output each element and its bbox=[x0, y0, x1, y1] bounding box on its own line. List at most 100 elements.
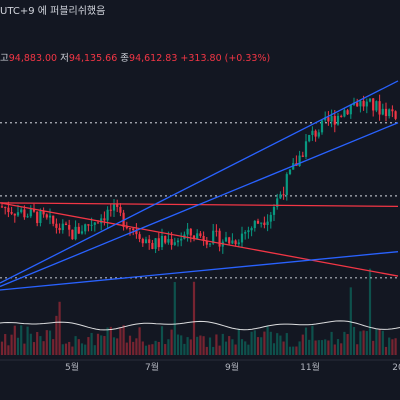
volume-bar bbox=[327, 340, 330, 355]
candle-body bbox=[4, 207, 7, 209]
volume-bar bbox=[68, 341, 71, 355]
candle-body bbox=[256, 220, 260, 224]
candle-body bbox=[224, 237, 228, 242]
volume-bar bbox=[132, 341, 135, 355]
candle-body bbox=[42, 210, 45, 215]
candle-body bbox=[64, 223, 68, 225]
volume-bar bbox=[7, 345, 10, 355]
candle-body bbox=[394, 111, 397, 119]
candle-body bbox=[388, 109, 391, 117]
volume-bar bbox=[224, 341, 228, 355]
volume-bar bbox=[311, 325, 314, 355]
candle-body bbox=[285, 174, 288, 196]
candle-body bbox=[218, 230, 221, 247]
candle-body bbox=[119, 206, 122, 213]
candle-body bbox=[384, 108, 388, 117]
volume-bar bbox=[384, 346, 388, 355]
volume-bar bbox=[32, 342, 36, 355]
candle-body bbox=[112, 203, 116, 211]
candle-body bbox=[304, 141, 308, 157]
candle-body bbox=[378, 101, 381, 115]
volume-bar bbox=[42, 341, 45, 355]
volume-bar bbox=[228, 336, 231, 355]
candle-body bbox=[7, 207, 10, 213]
volume-bar bbox=[372, 340, 375, 355]
candle-body bbox=[365, 101, 368, 107]
candle-body bbox=[301, 155, 304, 157]
volume-bar bbox=[183, 343, 186, 355]
volume-bar bbox=[52, 339, 55, 355]
candle-body bbox=[311, 130, 314, 135]
candle-body bbox=[128, 228, 132, 230]
trendline bbox=[0, 122, 399, 288]
volume-bar bbox=[26, 326, 29, 355]
volume-bar bbox=[381, 330, 384, 355]
volume-bar bbox=[48, 330, 52, 355]
volume-bar bbox=[96, 333, 100, 355]
volume-bar bbox=[141, 341, 144, 355]
volume-bar bbox=[237, 329, 240, 355]
volume-bar bbox=[16, 337, 20, 355]
volume-bar bbox=[301, 334, 304, 355]
chart-header: UTC+9 에 퍼블리쉬했음 고94,883.00 저94,135.66 종94… bbox=[0, 0, 400, 64]
volume-bar bbox=[103, 336, 106, 355]
candle-body bbox=[68, 224, 71, 230]
candle-body bbox=[39, 210, 42, 224]
high-value: 94,883.00 bbox=[8, 53, 58, 64]
candle-body bbox=[391, 109, 394, 112]
candle-body bbox=[336, 115, 340, 125]
candle-body bbox=[154, 238, 157, 249]
candle-body bbox=[36, 211, 39, 224]
volume-bar bbox=[320, 340, 324, 355]
candle-body bbox=[356, 102, 359, 107]
candle-body bbox=[208, 243, 212, 245]
volume-bar bbox=[109, 326, 112, 355]
volume-bar bbox=[218, 345, 221, 355]
volume-bar bbox=[176, 334, 180, 355]
candle-body bbox=[109, 209, 112, 211]
candle-body bbox=[247, 230, 250, 233]
volume-bar bbox=[356, 344, 359, 355]
candle-body bbox=[279, 194, 282, 199]
ohlc-legend: 고94,883.00 저94,135.66 종94,612.83 +313.80… bbox=[0, 50, 270, 64]
candle-body bbox=[87, 224, 90, 226]
candle-body bbox=[330, 116, 333, 122]
candle-body bbox=[282, 194, 285, 196]
candle-body bbox=[55, 223, 58, 228]
volume-bar bbox=[308, 339, 311, 355]
candle-body bbox=[324, 117, 327, 121]
volume-bar bbox=[74, 336, 77, 355]
volume-bar bbox=[362, 330, 365, 355]
candle-body bbox=[173, 242, 176, 245]
volume-bar bbox=[234, 344, 237, 355]
trendline bbox=[0, 80, 399, 284]
candle-body bbox=[359, 100, 362, 107]
candle-body bbox=[314, 130, 317, 137]
volume-bar bbox=[13, 325, 16, 355]
volume-bar bbox=[221, 333, 224, 355]
volume-bar bbox=[122, 325, 125, 355]
candle-body bbox=[288, 169, 292, 175]
volume-bar bbox=[119, 327, 122, 355]
candle-body bbox=[52, 215, 55, 224]
candle-body bbox=[228, 237, 231, 244]
candle-body bbox=[362, 100, 365, 107]
candle-body bbox=[80, 231, 84, 234]
volume-bar bbox=[256, 337, 260, 355]
time-axis: 5월 7월 9월 11월 20 bbox=[65, 361, 400, 373]
volume-bar bbox=[173, 282, 176, 355]
candle-body bbox=[266, 221, 269, 226]
candle-body bbox=[234, 240, 237, 245]
volume-bar bbox=[279, 335, 282, 355]
volume-bar bbox=[186, 337, 189, 355]
candle-body bbox=[71, 229, 74, 240]
candle-body bbox=[205, 240, 208, 245]
volume-bar bbox=[282, 341, 285, 355]
volume-bar bbox=[269, 331, 272, 355]
candle-body bbox=[160, 236, 164, 248]
x-tick-label: 20 bbox=[392, 363, 400, 373]
candle-body bbox=[212, 230, 215, 244]
volume-bar bbox=[154, 340, 157, 355]
candle-body bbox=[29, 208, 32, 217]
